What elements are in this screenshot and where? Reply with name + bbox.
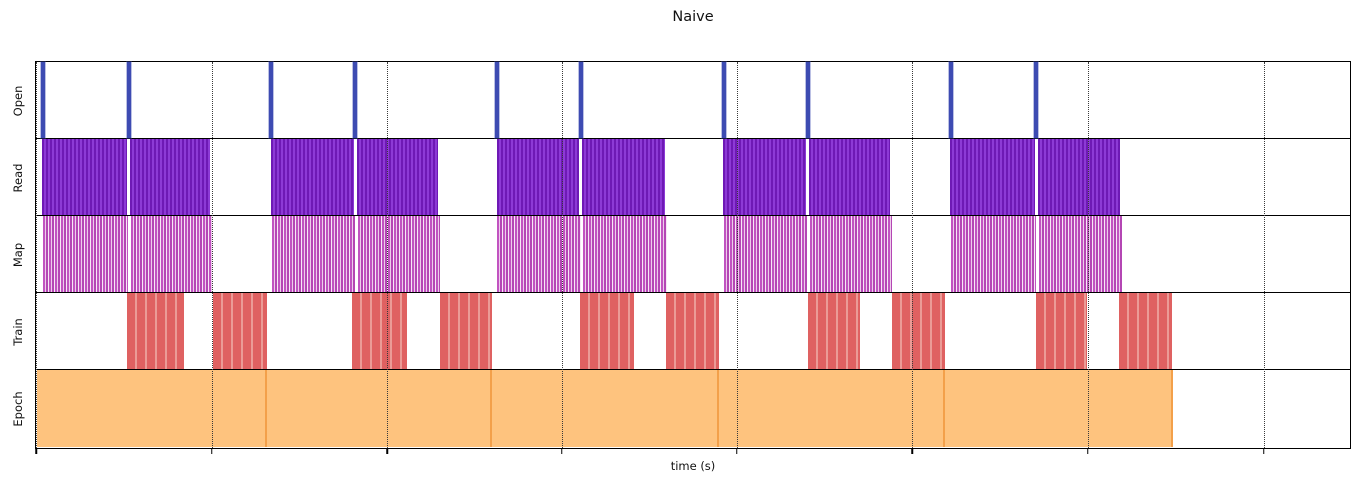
map-bar xyxy=(497,216,581,292)
open-bar xyxy=(1034,62,1039,138)
open-bar xyxy=(269,62,274,138)
open-bar xyxy=(721,62,726,138)
x-tick xyxy=(735,448,738,454)
open-bar xyxy=(578,62,583,138)
row-open xyxy=(36,62,1350,139)
x-tick xyxy=(35,448,37,454)
epoch-bar xyxy=(719,370,946,447)
train-bar xyxy=(440,293,493,369)
open-bar xyxy=(40,62,45,138)
read-bar xyxy=(496,139,580,215)
read-bar xyxy=(809,139,891,215)
read-bar xyxy=(356,139,439,215)
gridline xyxy=(1263,62,1265,448)
read-bar xyxy=(582,139,665,215)
x-tick xyxy=(1262,448,1265,454)
gridline xyxy=(36,62,37,448)
map-bar xyxy=(1038,216,1122,292)
epoch-bar xyxy=(492,370,720,447)
map-bar xyxy=(271,216,355,292)
train-bar xyxy=(212,293,267,369)
open-bar xyxy=(353,62,358,138)
x-tick xyxy=(1087,448,1089,454)
x-axis-label: time (s) xyxy=(670,459,716,473)
train-bar xyxy=(1118,293,1172,369)
read-bar xyxy=(42,139,128,215)
row-map xyxy=(36,216,1350,293)
train-bar xyxy=(807,293,861,369)
train-bar xyxy=(580,293,634,369)
gridline xyxy=(912,62,914,448)
map-bar xyxy=(131,216,212,292)
gridline xyxy=(736,62,738,448)
open-bar xyxy=(495,62,500,138)
train-bar xyxy=(892,293,946,369)
gridline xyxy=(1087,62,1089,448)
map-bar xyxy=(809,216,893,292)
read-bar xyxy=(270,139,354,215)
epoch-bar xyxy=(945,370,1174,447)
map-bar xyxy=(583,216,667,292)
row-epoch xyxy=(36,370,1350,447)
read-bar xyxy=(1037,139,1120,215)
epoch-bar xyxy=(267,370,493,447)
map-bar xyxy=(950,216,1036,292)
train-bar xyxy=(665,293,719,369)
read-bar xyxy=(950,139,1035,215)
gridline xyxy=(387,62,389,448)
epoch-bar xyxy=(37,370,267,447)
plot-area: Open Read Map Train Epoch xyxy=(11,61,1351,454)
gridline xyxy=(211,62,213,448)
gridline xyxy=(561,62,563,448)
row-read xyxy=(36,139,1350,216)
map-bar xyxy=(357,216,441,292)
open-bar xyxy=(805,62,810,138)
map-bar xyxy=(42,216,129,292)
x-tick xyxy=(386,448,389,454)
read-bar xyxy=(130,139,210,215)
train-bar xyxy=(352,293,408,369)
row-train xyxy=(36,293,1350,370)
open-bar xyxy=(948,62,953,138)
open-bar xyxy=(126,62,131,138)
x-tick xyxy=(911,448,914,454)
x-tick xyxy=(561,448,563,454)
train-bar xyxy=(126,293,184,369)
x-tick xyxy=(210,448,213,454)
chart-title: Naive xyxy=(672,9,714,25)
train-bar xyxy=(1036,293,1087,369)
